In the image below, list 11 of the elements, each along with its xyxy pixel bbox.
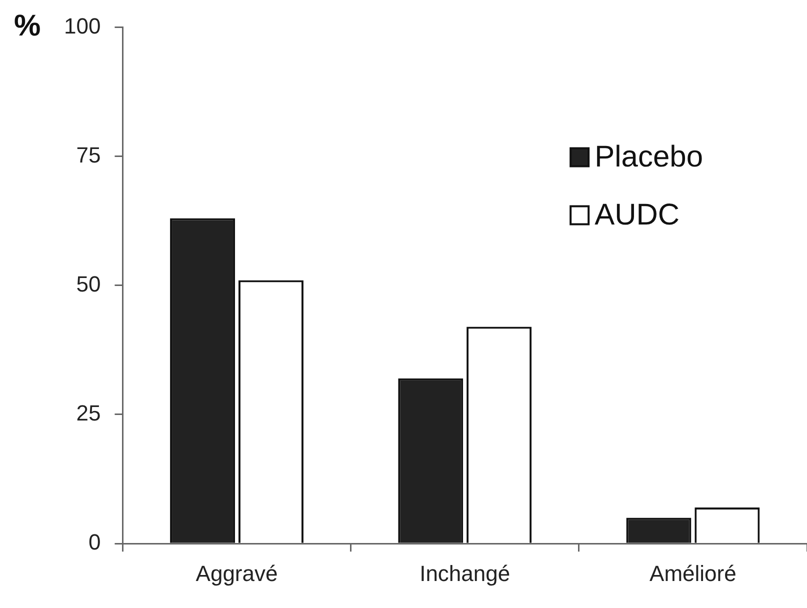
y-tick-label: 25 bbox=[76, 400, 101, 426]
y-axis-title: % bbox=[14, 9, 41, 42]
y-tick-label: 100 bbox=[64, 13, 101, 38]
x-tick-label: Amélioré bbox=[650, 560, 736, 586]
x-tick-label: Inchangé bbox=[420, 560, 510, 586]
legend-label: AUDC bbox=[594, 198, 680, 232]
y-tick-label: 50 bbox=[76, 271, 101, 296]
y-tick-label: 0 bbox=[88, 530, 101, 555]
y-tick-label: 75 bbox=[76, 142, 101, 168]
x-tick-label: Aggravé bbox=[196, 560, 278, 586]
legend-label: Placebo bbox=[594, 140, 704, 174]
